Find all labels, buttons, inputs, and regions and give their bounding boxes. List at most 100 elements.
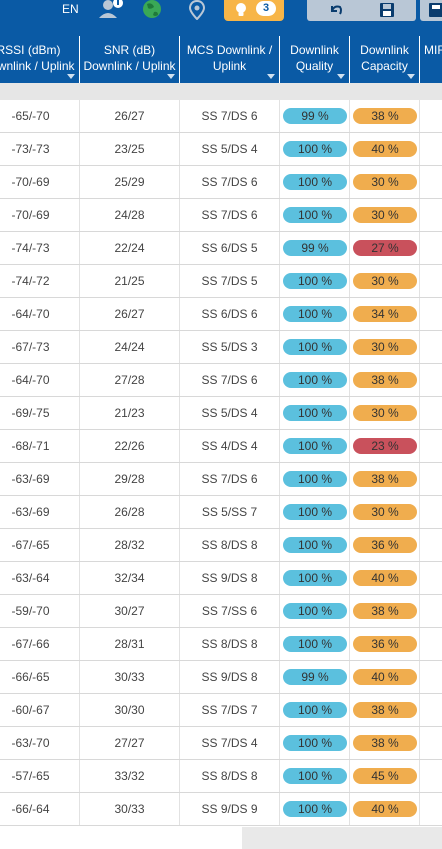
downlink-quality-cell: 100 % [280, 595, 350, 627]
quality-badge: 100 % [283, 702, 347, 718]
table-row[interactable]: -63/-69 29/28 SS 7/DS 6 100 % 38 % [0, 463, 442, 496]
quality-badge: 100 % [283, 141, 347, 157]
quality-badge: 100 % [283, 537, 347, 553]
mif-cell [420, 727, 442, 759]
downlink-quality-cell: 100 % [280, 727, 350, 759]
rssi-cell: -63/-69 [0, 496, 80, 528]
column-header-mcs[interactable]: MCS Downlink / Uplink [180, 36, 280, 83]
rssi-cell: -69/-75 [0, 397, 80, 429]
downlink-quality-cell: 100 % [280, 298, 350, 330]
column-header-rssi[interactable]: RSSI (dBm) Downlink / Uplink [0, 36, 80, 83]
snr-cell: 30/33 [80, 661, 180, 693]
mcs-cell: SS 7/DS 6 [180, 199, 280, 231]
table-row[interactable]: -59/-70 30/27 SS 7/SS 6 100 % 38 % [0, 595, 442, 628]
column-header-downlink-capacity[interactable]: Downlink Capacity [350, 36, 420, 83]
table-row[interactable]: -74/-73 22/24 SS 6/DS 5 99 % 27 % [0, 232, 442, 265]
table-row[interactable]: -68/-71 22/26 SS 4/DS 4 100 % 23 % [0, 430, 442, 463]
table-row[interactable]: -73/-73 23/25 SS 5/DS 4 100 % 40 % [0, 133, 442, 166]
sort-arrow-icon[interactable] [167, 74, 175, 79]
sort-arrow-icon[interactable] [407, 74, 415, 79]
quality-badge: 100 % [283, 207, 347, 223]
mif-cell [420, 298, 442, 330]
quality-badge: 100 % [283, 471, 347, 487]
capacity-badge: 30 % [353, 207, 417, 223]
quality-badge: 100 % [283, 438, 347, 454]
capacity-badge: 30 % [353, 405, 417, 421]
capacity-badge: 30 % [353, 339, 417, 355]
table-row[interactable]: -65/-70 26/27 SS 7/DS 6 99 % 38 % [0, 100, 442, 133]
downlink-capacity-cell: 34 % [350, 298, 420, 330]
rssi-cell: -64/-70 [0, 298, 80, 330]
snr-cell: 26/27 [80, 298, 180, 330]
table-row[interactable]: -66/-65 30/33 SS 9/DS 8 99 % 40 % [0, 661, 442, 694]
table-row[interactable]: -63/-64 32/34 SS 9/DS 8 100 % 40 % [0, 562, 442, 595]
column-header-label: Downlink / Uplink [83, 59, 176, 73]
sort-arrow-icon[interactable] [67, 74, 75, 79]
column-header-label: Downlink [290, 43, 339, 57]
downlink-quality-cell: 99 % [280, 100, 350, 132]
column-header-mif[interactable]: MIF [420, 36, 442, 83]
rssi-cell: -64/-70 [0, 364, 80, 396]
snr-cell: 30/30 [80, 694, 180, 726]
mif-cell [420, 529, 442, 561]
capacity-badge: 38 % [353, 471, 417, 487]
mif-cell [420, 364, 442, 396]
mif-cell [420, 331, 442, 363]
table-row[interactable]: -64/-70 26/27 SS 6/DS 6 100 % 34 % [0, 298, 442, 331]
undo-icon [331, 5, 342, 15]
sort-arrow-icon[interactable] [267, 74, 275, 79]
save-button[interactable] [358, 0, 416, 21]
rssi-cell: -66/-64 [0, 793, 80, 825]
sort-arrow-icon[interactable] [337, 74, 345, 79]
table-row[interactable]: -69/-75 21/23 SS 5/DS 4 100 % 30 % [0, 397, 442, 430]
rssi-cell: -68/-71 [0, 430, 80, 462]
table-row[interactable]: -66/-64 30/33 SS 9/DS 9 100 % 40 % [0, 793, 442, 826]
table-row[interactable]: -70/-69 25/29 SS 7/DS 6 100 % 30 % [0, 166, 442, 199]
table-row[interactable]: -74/-72 21/25 SS 7/DS 5 100 % 30 % [0, 265, 442, 298]
column-header-snr[interactable]: SNR (dB) Downlink / Uplink [80, 36, 180, 83]
quality-badge: 100 % [283, 372, 347, 388]
downlink-capacity-cell: 40 % [350, 661, 420, 693]
table-row[interactable]: -67/-73 24/24 SS 5/DS 3 100 % 30 % [0, 331, 442, 364]
column-header-label: MCS Downlink / [186, 43, 273, 57]
downlink-quality-cell: 100 % [280, 793, 350, 825]
snr-cell: 23/25 [80, 133, 180, 165]
snr-cell: 22/26 [80, 430, 180, 462]
downlink-quality-cell: 100 % [280, 133, 350, 165]
horizontal-scrollbar[interactable] [242, 827, 442, 849]
table-row[interactable]: -64/-70 27/28 SS 7/DS 6 100 % 38 % [0, 364, 442, 397]
downlink-quality-cell: 100 % [280, 364, 350, 396]
table-row[interactable]: -67/-66 28/31 SS 8/DS 8 100 % 36 % [0, 628, 442, 661]
capacity-badge: 30 % [353, 273, 417, 289]
column-header-label: Uplink [212, 59, 247, 73]
export-button[interactable] [420, 0, 442, 21]
snr-cell: 26/27 [80, 100, 180, 132]
notifications-button[interactable]: 3 [224, 0, 284, 21]
table-row[interactable]: -70/-69 24/28 SS 7/DS 6 100 % 30 % [0, 199, 442, 232]
downlink-capacity-cell: 38 % [350, 463, 420, 495]
mcs-cell: SS 5/DS 4 [180, 397, 280, 429]
globe-icon[interactable] [141, 0, 163, 20]
rssi-cell: -74/-72 [0, 265, 80, 297]
table-row[interactable]: -57/-65 33/32 SS 8/DS 8 100 % 45 % [0, 760, 442, 793]
rssi-cell: -67/-66 [0, 628, 80, 660]
downlink-capacity-cell: 40 % [350, 562, 420, 594]
table-row[interactable]: -63/-69 26/28 SS 5/SS 7 100 % 30 % [0, 496, 442, 529]
language-selector[interactable]: EN [62, 2, 79, 16]
capacity-badge: 27 % [353, 240, 417, 256]
column-header-label: Downlink [360, 43, 409, 57]
undo-button[interactable] [307, 0, 365, 21]
rssi-cell: -63/-70 [0, 727, 80, 759]
table-row[interactable]: -63/-70 27/27 SS 7/DS 4 100 % 38 % [0, 727, 442, 760]
lightbulb-icon [234, 2, 248, 21]
table-row[interactable]: -67/-65 28/32 SS 8/DS 8 100 % 36 % [0, 529, 442, 562]
user-icon[interactable] [98, 0, 124, 18]
mcs-cell: SS 7/DS 4 [180, 727, 280, 759]
location-pin-icon[interactable] [187, 0, 207, 21]
table-row[interactable]: -60/-67 30/30 SS 7/DS 7 100 % 38 % [0, 694, 442, 727]
column-header-downlink-quality[interactable]: Downlink Quality [280, 36, 350, 83]
mif-cell [420, 430, 442, 462]
snr-cell: 24/24 [80, 331, 180, 363]
mcs-cell: SS 9/DS 8 [180, 661, 280, 693]
downlink-capacity-cell: 40 % [350, 133, 420, 165]
